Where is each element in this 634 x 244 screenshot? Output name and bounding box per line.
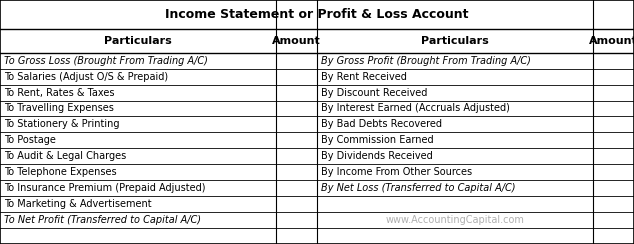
Text: To Gross Loss (Brought From Trading A/C): To Gross Loss (Brought From Trading A/C) (4, 56, 209, 66)
Text: By Bad Debts Recovered: By Bad Debts Recovered (321, 120, 443, 129)
Text: Amount: Amount (589, 36, 634, 46)
Text: To Telephone Expenses: To Telephone Expenses (4, 167, 117, 177)
Text: By Commission Earned: By Commission Earned (321, 135, 434, 145)
Text: Particulars: Particulars (421, 36, 489, 46)
Text: To Insurance Premium (Prepaid Adjusted): To Insurance Premium (Prepaid Adjusted) (4, 183, 206, 193)
Text: By Rent Received: By Rent Received (321, 72, 407, 81)
Text: By Net Loss (Transferred to Capital A/C): By Net Loss (Transferred to Capital A/C) (321, 183, 516, 193)
Text: To Rent, Rates & Taxes: To Rent, Rates & Taxes (4, 88, 115, 98)
Text: To Audit & Legal Charges: To Audit & Legal Charges (4, 151, 127, 161)
Text: To Travelling Expenses: To Travelling Expenses (4, 103, 114, 113)
Text: Income Statement or Profit & Loss Account: Income Statement or Profit & Loss Accoun… (165, 8, 469, 21)
Text: Amount: Amount (272, 36, 321, 46)
Text: By Income From Other Sources: By Income From Other Sources (321, 167, 472, 177)
Text: To Salaries (Adjust O/S & Prepaid): To Salaries (Adjust O/S & Prepaid) (4, 72, 169, 81)
Text: To Marketing & Advertisement: To Marketing & Advertisement (4, 199, 152, 209)
Text: www.AccountingCapital.com: www.AccountingCapital.com (385, 215, 524, 225)
Text: Particulars: Particulars (104, 36, 172, 46)
Text: To Net Profit (Transferred to Capital A/C): To Net Profit (Transferred to Capital A/… (4, 215, 202, 225)
Text: By Gross Profit (Brought From Trading A/C): By Gross Profit (Brought From Trading A/… (321, 56, 531, 66)
Text: By Discount Received: By Discount Received (321, 88, 428, 98)
Text: By Interest Earned (Accruals Adjusted): By Interest Earned (Accruals Adjusted) (321, 103, 510, 113)
Text: To Postage: To Postage (4, 135, 56, 145)
Text: By Dividends Received: By Dividends Received (321, 151, 433, 161)
Text: To Stationery & Printing: To Stationery & Printing (4, 120, 120, 129)
